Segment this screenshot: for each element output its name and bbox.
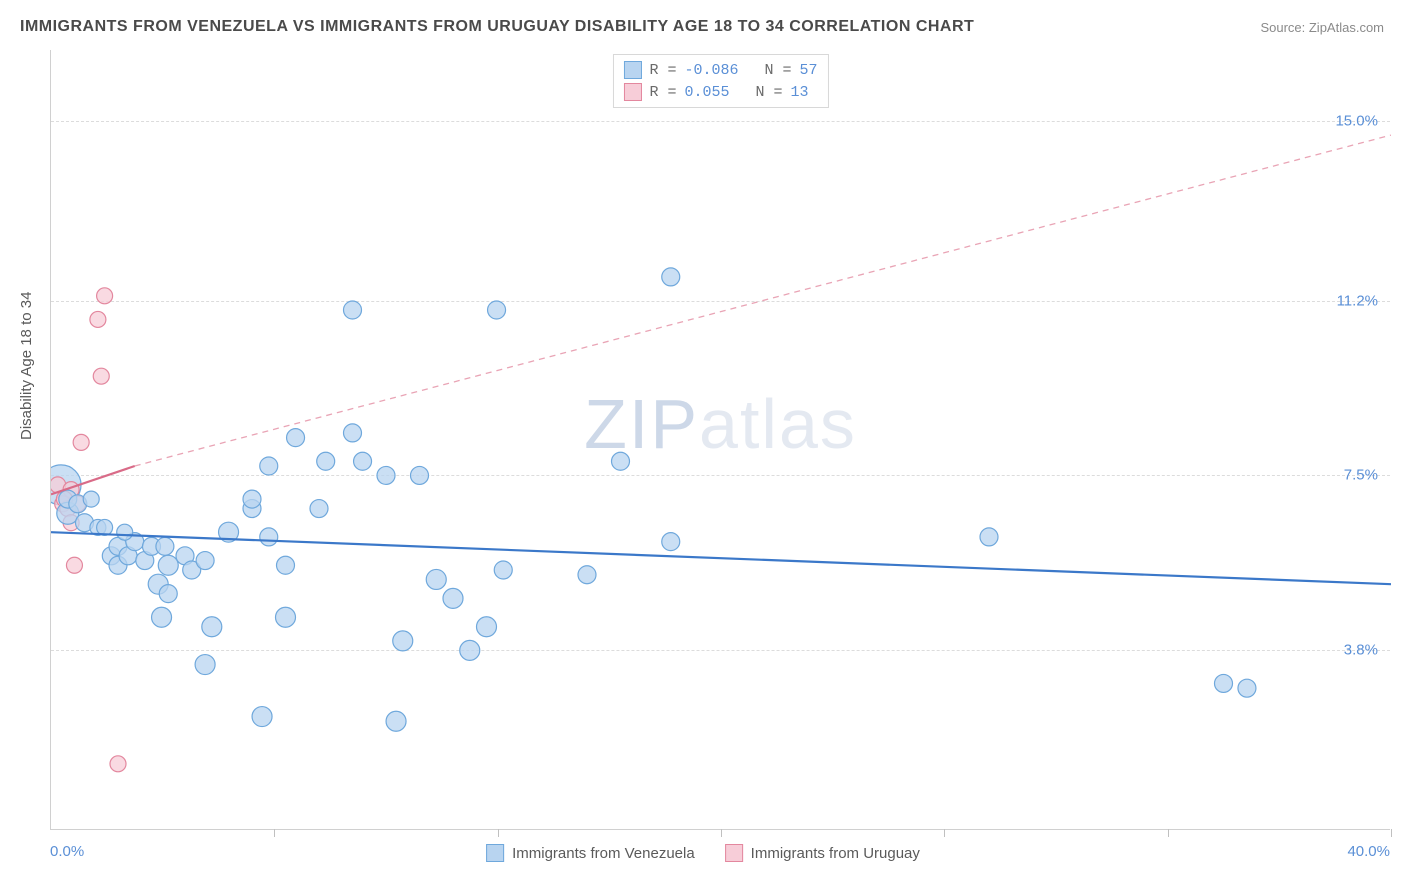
data-point: [443, 588, 463, 608]
data-point: [158, 555, 178, 575]
data-point: [196, 552, 214, 570]
data-point: [276, 607, 296, 627]
data-point: [344, 424, 362, 442]
data-point: [477, 617, 497, 637]
data-point: [83, 491, 99, 507]
data-point: [460, 640, 480, 660]
data-point: [110, 756, 126, 772]
x-axis-min-label: 0.0%: [50, 843, 84, 860]
data-point: [317, 452, 335, 470]
data-point: [488, 301, 506, 319]
legend-item-uruguay: Immigrants from Uruguay: [725, 844, 920, 862]
data-point: [344, 301, 362, 319]
swatch-venezuela: [486, 844, 504, 862]
data-point: [393, 631, 413, 651]
legend-label-uruguay: Immigrants from Uruguay: [751, 845, 920, 862]
data-point: [277, 556, 295, 574]
data-point: [260, 457, 278, 475]
y-axis-label: Disability Age 18 to 34: [18, 292, 35, 440]
scatter-svg: [51, 50, 1391, 830]
data-point: [662, 533, 680, 551]
legend-row-uruguay: R = 0.055 N = 13: [623, 81, 817, 103]
correlation-legend: R = -0.086 N = 57 R = 0.055 N = 13: [612, 54, 828, 108]
legend-n-uruguay: 13: [791, 84, 809, 101]
data-point: [354, 452, 372, 470]
data-point: [243, 490, 261, 508]
data-point: [159, 585, 177, 603]
swatch-uruguay: [725, 844, 743, 862]
data-point: [411, 466, 429, 484]
data-point: [66, 557, 82, 573]
legend-r-uruguay: 0.055: [684, 84, 729, 101]
data-point: [93, 368, 109, 384]
data-point: [90, 311, 106, 327]
data-point: [97, 288, 113, 304]
data-point: [202, 617, 222, 637]
data-point: [310, 500, 328, 518]
data-point: [287, 429, 305, 447]
chart-title: IMMIGRANTS FROM VENEZUELA VS IMMIGRANTS …: [20, 18, 974, 36]
data-point: [612, 452, 630, 470]
data-point: [386, 711, 406, 731]
legend-n-label: N =: [747, 62, 792, 79]
legend-row-venezuela: R = -0.086 N = 57: [623, 59, 817, 81]
data-point: [152, 607, 172, 627]
data-point: [377, 466, 395, 484]
legend-label-venezuela: Immigrants from Venezuela: [512, 845, 695, 862]
legend-r-label: R =: [649, 62, 676, 79]
data-point: [156, 537, 174, 555]
data-point: [980, 528, 998, 546]
series-legend: Immigrants from Venezuela Immigrants fro…: [486, 844, 920, 862]
swatch-venezuela: [623, 61, 641, 79]
x-axis-max-label: 40.0%: [1347, 843, 1390, 860]
legend-item-venezuela: Immigrants from Venezuela: [486, 844, 695, 862]
plot-area: ZIPatlas 3.8%7.5%11.2%15.0% R = -0.086 N…: [50, 50, 1390, 830]
data-point: [73, 434, 89, 450]
legend-r-venezuela: -0.086: [684, 62, 738, 79]
legend-r-label: R =: [649, 84, 676, 101]
legend-n-label: N =: [738, 84, 783, 101]
source-attribution: Source: ZipAtlas.com: [1260, 20, 1384, 35]
data-point: [260, 528, 278, 546]
legend-n-venezuela: 57: [800, 62, 818, 79]
data-point: [662, 268, 680, 286]
data-point: [494, 561, 512, 579]
swatch-uruguay: [623, 83, 641, 101]
data-point: [1215, 674, 1233, 692]
data-point: [426, 569, 446, 589]
data-point: [117, 524, 133, 540]
data-point: [195, 655, 215, 675]
data-point: [578, 566, 596, 584]
data-point: [252, 707, 272, 727]
data-point: [1238, 679, 1256, 697]
